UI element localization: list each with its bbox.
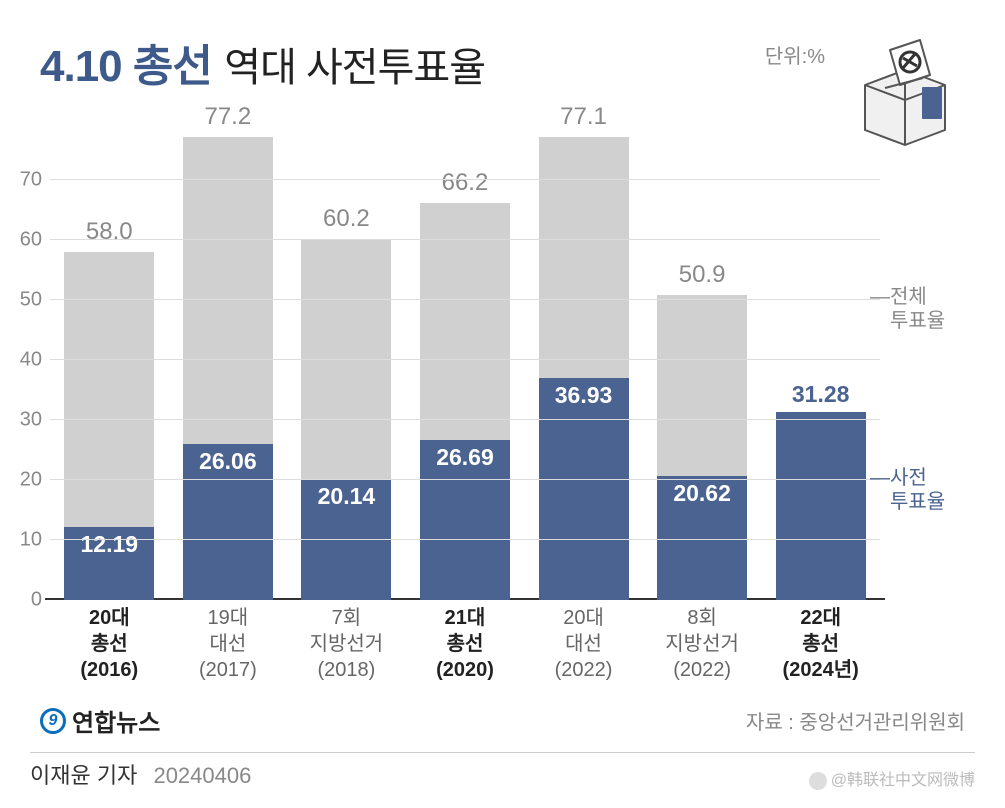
bar-group: 77.226.06 (183, 120, 273, 600)
x-label: 20대총선(2016) (64, 605, 154, 683)
value-early: 31.28 (776, 381, 866, 412)
author: 이재윤 기자 (30, 763, 137, 788)
watermark: @韩联社中文网微博 (809, 766, 975, 790)
y-tick: 50 (20, 289, 42, 312)
y-tick: 60 (20, 229, 42, 252)
x-label: 20대대선(2022) (539, 605, 629, 683)
footer: 9 연합뉴스 자료 : 중앙선거관리위원회 (40, 703, 965, 738)
bar-group: 60.220.14 (301, 120, 391, 600)
weibo-icon (809, 772, 827, 790)
bar-group: 31.28 (776, 120, 866, 600)
value-total: 77.1 (539, 103, 629, 137)
x-label: 8회지방선거(2022) (657, 605, 747, 683)
y-tick: 30 (20, 409, 42, 432)
y-tick: 40 (20, 349, 42, 372)
y-tick: 20 (20, 469, 42, 492)
value-total: 66.2 (420, 169, 510, 203)
x-label: 7회지방선거(2018) (301, 605, 391, 683)
bar-group: 66.2 26.69 (420, 120, 510, 600)
grid-line (50, 359, 880, 360)
legend-early: 사전 투표율 (890, 466, 945, 514)
bar-chart: 58.0 12.19 77.226.06 60.220.14 66.2 26.69 77.1… (50, 120, 880, 600)
bar-early: 31.28 (776, 412, 866, 600)
x-label: 19대대선(2017) (183, 605, 273, 683)
y-tick: 10 (20, 529, 42, 552)
divider (30, 752, 975, 753)
x-label: 21대총선(2020) (420, 605, 510, 683)
unit-label: 단위:% (765, 40, 825, 69)
x-axis-labels: 20대총선(2016) 19대대선(2017) 7회지방선거(2018) 21대총선(… (50, 605, 880, 683)
logo-icon: 9 (40, 708, 66, 734)
y-tick: 70 (20, 169, 42, 192)
value-total: 58.0 (64, 218, 154, 252)
grid-line (50, 419, 880, 420)
grid-line (50, 179, 880, 180)
bar-early: 36.93 (539, 378, 629, 600)
grid-line (50, 539, 880, 540)
logo-text: 연합뉴스 (72, 703, 160, 738)
grid-line (50, 239, 880, 240)
value-total: 77.2 (183, 103, 273, 137)
bar-group: 58.0 12.19 (64, 120, 154, 600)
grid-line (50, 299, 880, 300)
bar-group: 50.920.62 (657, 120, 747, 600)
value-total: 50.9 (657, 261, 747, 295)
byline: 이재윤 기자 20240406 (30, 758, 251, 790)
bar-group: 77.136.93 (539, 120, 629, 600)
source-logo: 9 연합뉴스 (40, 703, 160, 738)
legend-total: 전체 투표율 (890, 285, 945, 333)
bar-early: 26.06 (183, 444, 273, 600)
bars-container: 58.0 12.19 77.226.06 60.220.14 66.2 26.69 77.1… (50, 120, 880, 600)
data-source: 자료 : 중앙선거관리위원회 (746, 706, 965, 735)
date: 20240406 (153, 763, 251, 788)
title-highlight: 4.10 총선 (40, 42, 212, 91)
value-total: 60.2 (301, 205, 391, 239)
bar-early: 12.19 (64, 527, 154, 600)
title-main: 역대 사전투표율 (224, 46, 485, 90)
grid-line (50, 479, 880, 480)
y-tick: 0 (31, 589, 42, 612)
x-label: 22대총선(2024년) (776, 605, 866, 683)
bar-early: 26.69 (420, 440, 510, 600)
